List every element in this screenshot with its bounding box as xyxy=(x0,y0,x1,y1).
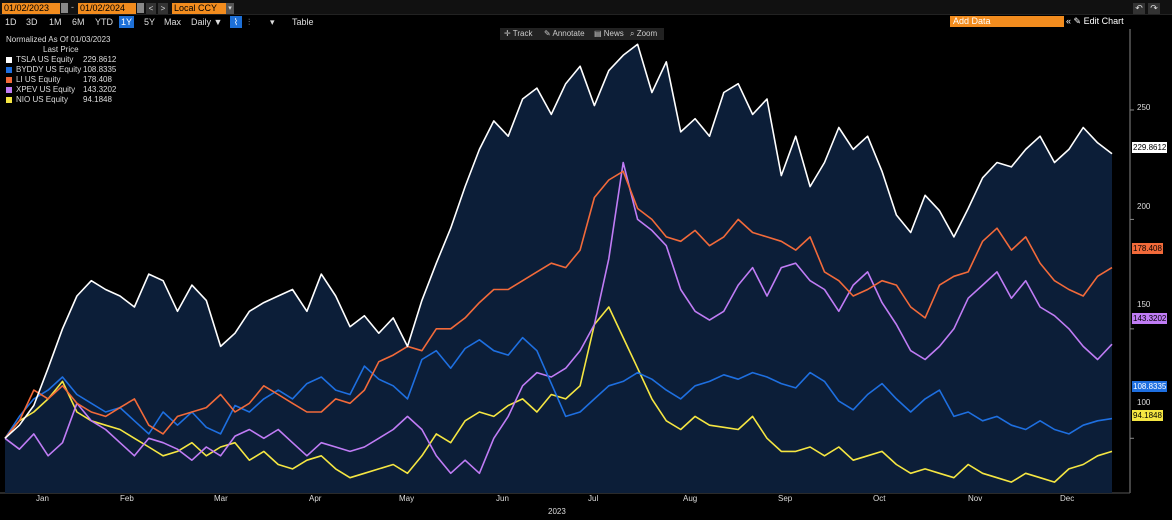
x-tick-label: Oct xyxy=(873,494,886,503)
legend-series-value: 94.1848 xyxy=(83,95,112,104)
zoom-button[interactable]: ⌕ Zoom xyxy=(630,29,658,38)
start-date-field[interactable]: 01/02/2023 xyxy=(2,3,60,14)
legend-item[interactable]: LI US Equity 178.408 xyxy=(4,75,119,85)
series-line-li xyxy=(4,170,1113,439)
edit-chart-label: Edit Chart xyxy=(1083,16,1124,26)
period-toolbar: 1D 3D 1M 6M YTD 1Y 5Y Max Daily ▼ ⌇ ⫶ ▾ … xyxy=(0,15,1172,29)
last-value-tag: 229.8612 xyxy=(1132,142,1168,153)
legend-series-name: TSLA US Equity xyxy=(16,55,74,64)
period-ytd[interactable]: YTD xyxy=(95,17,113,27)
legend-swatch xyxy=(6,77,12,83)
y-tick-label: 150 xyxy=(1137,300,1151,309)
last-value-tag: 178.408 xyxy=(1132,243,1163,254)
x-tick-label: Jan xyxy=(36,494,49,503)
date-separator: - xyxy=(71,2,74,12)
x-tick-label: Feb xyxy=(120,494,134,503)
x-tick-label: Aug xyxy=(683,494,698,503)
legend-item[interactable]: NIO US Equity 94.1848 xyxy=(4,95,119,105)
x-tick-label: Mar xyxy=(214,494,228,503)
series-line-xpev xyxy=(4,161,1113,475)
tsla-area-fill xyxy=(5,44,1112,494)
period-3d[interactable]: 3D xyxy=(26,17,38,27)
legend-item[interactable]: TSLA US Equity 229.8612 xyxy=(4,55,119,65)
chart-mini-toolbar: ✛ Track ✎ Annotate ▤ News ⌕ Zoom xyxy=(500,28,664,40)
legend-series-name: BYDDY US Equity xyxy=(16,65,82,74)
series-line-byddy xyxy=(4,336,1113,439)
y-tick-label: 100 xyxy=(1137,398,1151,407)
period-1d[interactable]: 1D xyxy=(5,17,17,27)
undo-icon[interactable]: ↶ xyxy=(1133,3,1145,14)
bar-chart-icon[interactable]: ⫶ xyxy=(248,17,251,27)
legend-series-value: 108.8335 xyxy=(83,65,117,74)
legend-swatch xyxy=(6,87,12,93)
x-tick-label: Sep xyxy=(778,494,793,503)
date-toolbar: 01/02/2023 - 01/02/2024 < > Local CCY ▾ … xyxy=(0,0,1172,15)
last-value-tag: 143.3202 xyxy=(1132,313,1168,324)
annotate-button[interactable]: ✎ Annotate xyxy=(544,29,585,38)
x-tick-label: Dec xyxy=(1060,494,1075,503)
track-button[interactable]: ✛ Track xyxy=(504,29,533,38)
period-5y[interactable]: 5Y xyxy=(144,17,156,27)
prev-arrow-icon[interactable]: < xyxy=(146,3,156,14)
legend-swatch xyxy=(6,67,12,73)
legend-series-value: 143.3202 xyxy=(83,85,117,94)
legend-series-name: LI US Equity xyxy=(16,75,61,84)
legend-series-value: 229.8612 xyxy=(83,55,117,64)
last-value-tag: 108.8335 xyxy=(1132,381,1168,392)
collapse-icon[interactable]: « xyxy=(1066,16,1072,26)
line-chart-icon[interactable]: ⌇ xyxy=(230,16,242,28)
x-tick-label: Apr xyxy=(309,494,322,503)
legend-item[interactable]: XPEV US Equity 143.3202 xyxy=(4,85,119,95)
x-tick-label: Nov xyxy=(968,494,983,503)
legend-title: Normalized As Of 01/03/2023 xyxy=(6,35,111,44)
frequency-select[interactable]: Daily ▼ xyxy=(191,17,223,27)
news-button[interactable]: ▤ News xyxy=(594,29,624,38)
legend-series-name: XPEV US Equity xyxy=(16,85,76,94)
next-arrow-icon[interactable]: > xyxy=(158,3,168,14)
legend-item[interactable]: BYDDY US Equity 108.8335 xyxy=(4,65,119,75)
redo-icon[interactable]: ↷ xyxy=(1148,3,1160,14)
calendar-icon[interactable] xyxy=(61,3,68,13)
legend-swatch xyxy=(6,57,12,63)
legend-series-value: 178.408 xyxy=(83,75,112,84)
legend-swatch xyxy=(6,97,12,103)
period-max[interactable]: Max xyxy=(164,17,182,27)
series-line-tsla xyxy=(4,43,1113,439)
y-tick-label: 250 xyxy=(1137,103,1151,112)
end-date-field[interactable]: 01/02/2024 xyxy=(78,3,136,14)
add-data-input[interactable]: Add Data xyxy=(950,16,1064,27)
series-line-nio xyxy=(4,306,1113,483)
pencil-icon: ✎ xyxy=(1073,16,1084,26)
chart-legend: Normalized As Of 01/03/2023 Last Price T… xyxy=(4,35,119,105)
x-tick-label: May xyxy=(399,494,415,503)
x-year-label: 2023 xyxy=(548,507,566,516)
last-value-tag: 94.1848 xyxy=(1132,410,1163,421)
edit-chart-button[interactable]: « ✎ Edit Chart xyxy=(1066,15,1124,28)
x-tick-label: Jul xyxy=(588,494,599,503)
table-button[interactable]: Table xyxy=(292,17,314,27)
period-6m[interactable]: 6M xyxy=(72,17,85,27)
currency-select[interactable]: Local CCY xyxy=(172,3,226,14)
chevron-down-icon[interactable]: ▾ xyxy=(226,3,234,14)
legend-subtitle: Last Price xyxy=(43,45,79,54)
period-1m[interactable]: 1M xyxy=(49,17,62,27)
chart-area[interactable] xyxy=(0,29,1172,520)
dropdown-icon[interactable]: ▾ xyxy=(270,17,275,27)
y-tick-label: 200 xyxy=(1137,202,1151,211)
x-tick-label: Jun xyxy=(496,494,509,503)
calendar-icon[interactable] xyxy=(137,3,144,13)
period-1y[interactable]: 1Y xyxy=(119,16,135,28)
legend-series-name: NIO US Equity xyxy=(16,95,69,104)
price-chart[interactable] xyxy=(0,29,1172,520)
